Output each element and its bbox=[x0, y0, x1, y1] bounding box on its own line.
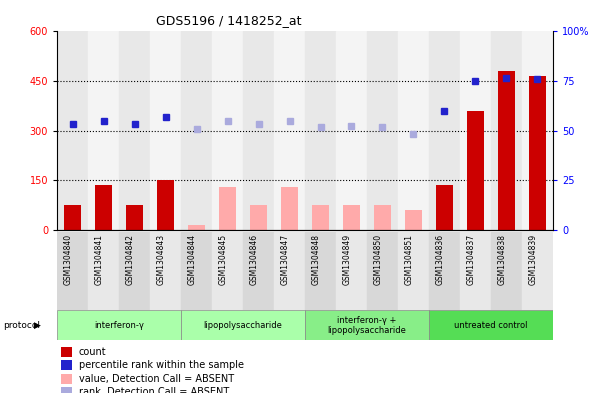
Bar bbox=[429, 310, 553, 340]
Bar bbox=[119, 31, 150, 230]
Bar bbox=[491, 232, 522, 310]
Bar bbox=[305, 310, 429, 340]
Bar bbox=[243, 232, 274, 310]
Bar bbox=[126, 205, 143, 230]
Bar bbox=[95, 185, 112, 230]
Bar bbox=[57, 232, 88, 310]
Text: GSM1304839: GSM1304839 bbox=[528, 234, 537, 285]
Text: GSM1304841: GSM1304841 bbox=[94, 234, 103, 285]
Bar bbox=[312, 205, 329, 230]
Text: GSM1304848: GSM1304848 bbox=[311, 234, 320, 285]
Bar bbox=[529, 76, 546, 230]
Bar bbox=[212, 232, 243, 310]
Bar bbox=[181, 310, 305, 340]
Text: GSM1304840: GSM1304840 bbox=[64, 234, 73, 285]
Bar bbox=[188, 225, 205, 230]
Bar bbox=[274, 232, 305, 310]
Text: GSM1304849: GSM1304849 bbox=[343, 234, 352, 285]
Bar bbox=[374, 205, 391, 230]
Bar bbox=[460, 31, 491, 230]
Bar bbox=[64, 205, 81, 230]
Bar bbox=[367, 232, 398, 310]
Bar bbox=[305, 31, 336, 230]
Text: interferon-γ +
lipopolysaccharide: interferon-γ + lipopolysaccharide bbox=[328, 316, 406, 335]
Text: GSM1304843: GSM1304843 bbox=[156, 234, 165, 285]
Bar bbox=[281, 187, 298, 230]
Bar bbox=[405, 210, 422, 230]
Bar bbox=[274, 31, 305, 230]
Bar bbox=[57, 310, 181, 340]
Bar bbox=[181, 31, 212, 230]
Bar bbox=[367, 31, 398, 230]
Bar bbox=[467, 111, 484, 230]
Bar bbox=[398, 31, 429, 230]
Bar bbox=[460, 232, 491, 310]
Text: rank, Detection Call = ABSENT: rank, Detection Call = ABSENT bbox=[79, 387, 229, 393]
Bar bbox=[498, 71, 515, 230]
Bar bbox=[429, 232, 460, 310]
Bar bbox=[522, 31, 553, 230]
Bar bbox=[305, 232, 336, 310]
Bar bbox=[343, 205, 360, 230]
Text: GSM1304851: GSM1304851 bbox=[404, 234, 413, 285]
Text: GSM1304844: GSM1304844 bbox=[188, 234, 197, 285]
Text: untreated control: untreated control bbox=[454, 321, 528, 330]
Text: count: count bbox=[79, 347, 106, 356]
Bar bbox=[436, 185, 453, 230]
Bar bbox=[150, 232, 181, 310]
Text: lipopolysaccharide: lipopolysaccharide bbox=[204, 321, 282, 330]
Text: interferon-γ: interferon-γ bbox=[94, 321, 144, 330]
Bar bbox=[336, 31, 367, 230]
Text: percentile rank within the sample: percentile rank within the sample bbox=[79, 360, 244, 370]
Bar bbox=[88, 31, 119, 230]
Bar bbox=[219, 187, 236, 230]
Text: GDS5196 / 1418252_at: GDS5196 / 1418252_at bbox=[156, 14, 301, 27]
Text: GSM1304836: GSM1304836 bbox=[436, 234, 445, 285]
Bar bbox=[57, 31, 88, 230]
Bar bbox=[250, 205, 267, 230]
Bar bbox=[61, 360, 72, 370]
Bar bbox=[61, 347, 72, 356]
Bar bbox=[243, 31, 274, 230]
Text: GSM1304842: GSM1304842 bbox=[126, 234, 135, 285]
Text: protocol: protocol bbox=[3, 321, 40, 330]
Text: GSM1304838: GSM1304838 bbox=[498, 234, 507, 285]
Text: GSM1304837: GSM1304837 bbox=[466, 234, 475, 285]
Text: ▶: ▶ bbox=[34, 321, 41, 330]
Bar bbox=[491, 31, 522, 230]
Bar bbox=[212, 31, 243, 230]
Bar bbox=[88, 232, 119, 310]
Bar bbox=[336, 232, 367, 310]
Bar bbox=[157, 180, 174, 230]
Text: GSM1304846: GSM1304846 bbox=[249, 234, 258, 285]
Bar bbox=[150, 31, 181, 230]
Bar bbox=[61, 387, 72, 393]
Bar bbox=[181, 232, 212, 310]
Text: GSM1304845: GSM1304845 bbox=[219, 234, 228, 285]
Text: GSM1304847: GSM1304847 bbox=[281, 234, 290, 285]
Bar bbox=[119, 232, 150, 310]
Text: value, Detection Call = ABSENT: value, Detection Call = ABSENT bbox=[79, 374, 234, 384]
Bar bbox=[61, 374, 72, 384]
Bar bbox=[429, 31, 460, 230]
Text: GSM1304850: GSM1304850 bbox=[373, 234, 382, 285]
Bar bbox=[522, 232, 553, 310]
Bar bbox=[398, 232, 429, 310]
